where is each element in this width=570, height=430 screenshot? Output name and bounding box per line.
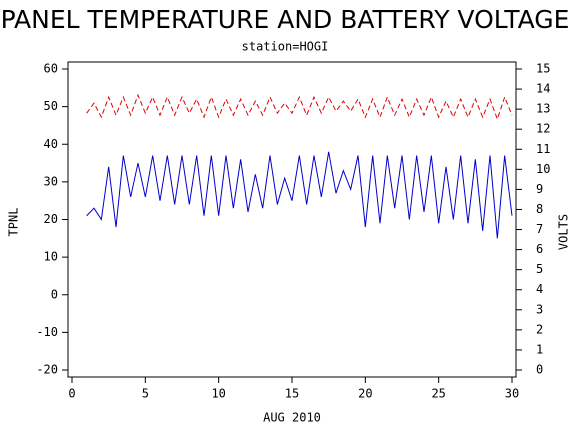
y-tick-label: 10	[44, 250, 58, 264]
y2-tick-label: 14	[536, 82, 550, 96]
y2-tick-label: 8	[536, 202, 543, 216]
y-tick-label: -20	[36, 363, 58, 377]
y2-tick-label: 13	[536, 102, 550, 116]
series-line	[86, 93, 513, 121]
y2-tick-label: 4	[536, 282, 543, 296]
plot-frame	[67, 61, 517, 378]
y2-axis-label: VOLTS	[557, 214, 570, 250]
y2-tick-label: 11	[536, 142, 550, 156]
y-tick-label: 0	[51, 287, 58, 301]
chart-title: PANEL TEMPERATURE AND BATTERY VOLTAGE	[1, 5, 570, 34]
chart-subtitle: station=HOGI	[242, 40, 329, 54]
y-tick-label: 40	[44, 137, 58, 151]
y-tick-label: 30	[44, 174, 58, 188]
y-tick-label: 20	[44, 212, 58, 226]
y-tick-label: -10	[36, 325, 58, 339]
y2-tick-label: 1	[536, 342, 543, 356]
x-tick-label: 30	[505, 387, 519, 401]
y2-tick-label: 6	[536, 242, 543, 256]
x-tick-label: 10	[211, 387, 225, 401]
y2-tick-label: 0	[536, 363, 543, 377]
y-axis-label: TPNL	[7, 208, 21, 237]
x-tick-label: 15	[285, 387, 299, 401]
y2-tick-label: 3	[536, 302, 543, 316]
series-line	[86, 151, 513, 239]
x-tick-label: 5	[142, 387, 149, 401]
y2-tick-label: 15	[536, 62, 550, 76]
y2-tick-label: 12	[536, 122, 550, 136]
y-tick-label: 50	[44, 99, 58, 113]
y2-tick-label: 5	[536, 262, 543, 276]
y2-tick-label: 9	[536, 182, 543, 196]
y2-tick-label: 7	[536, 222, 543, 236]
x-tick-label: 0	[68, 387, 75, 401]
x-tick-label: 20	[358, 387, 372, 401]
x-axis-label: AUG 2010	[263, 411, 321, 425]
x-tick-label: 25	[431, 387, 445, 401]
y-tick-label: 60	[44, 62, 58, 76]
y2-tick-label: 2	[536, 322, 543, 336]
y2-tick-label: 10	[536, 162, 550, 176]
